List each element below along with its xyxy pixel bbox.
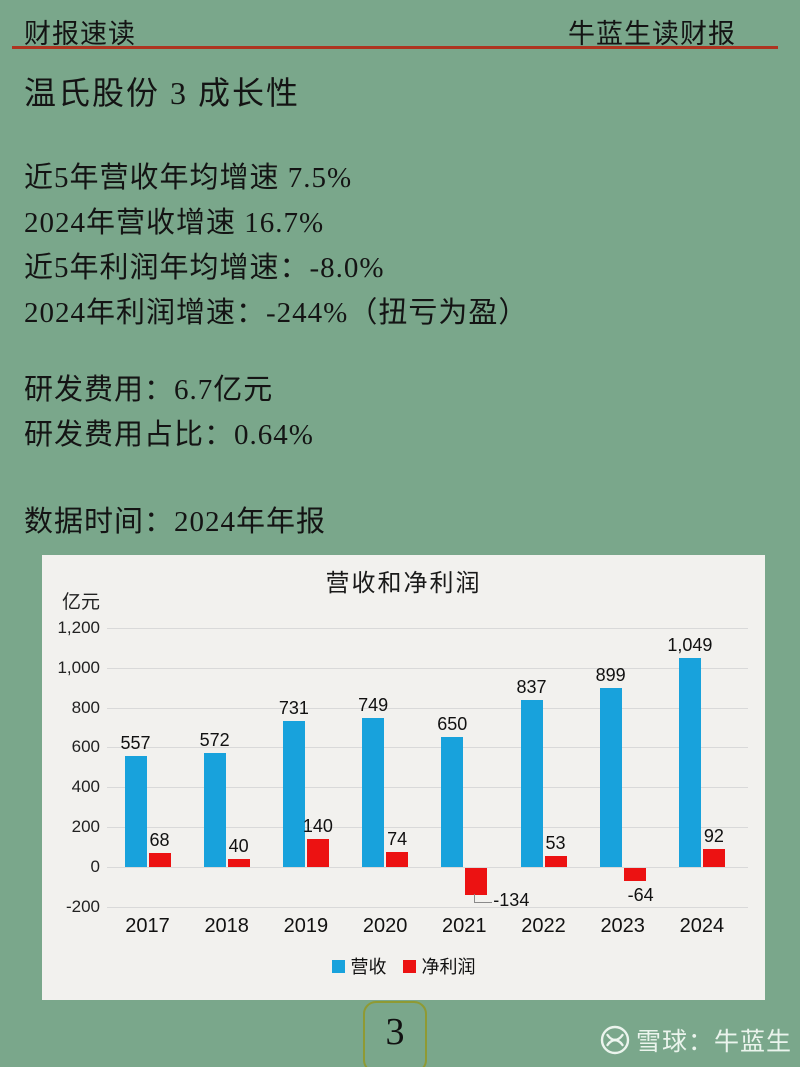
legend-swatch bbox=[331, 959, 345, 973]
chart-unit-label: 亿元 bbox=[62, 592, 101, 613]
net-profit-data-label: 140 bbox=[302, 816, 333, 837]
y-tick-label: 0 bbox=[90, 857, 100, 876]
y-tick-label: 200 bbox=[71, 817, 100, 837]
net-profit-bar bbox=[386, 852, 409, 867]
y-tick-label: 800 bbox=[71, 697, 100, 717]
net-profit-bar bbox=[702, 848, 725, 867]
x-axis-label: 2021 bbox=[442, 915, 487, 937]
data-label-leader-line bbox=[474, 893, 493, 903]
header-divider bbox=[12, 46, 778, 49]
net-profit-data-label: -64 bbox=[627, 884, 654, 905]
net-profit-bar bbox=[227, 859, 250, 867]
growth-stats-block: 近5年营收年均增速 7.5% 2024年营收增速 16.7% 近5年利润年均增速… bbox=[24, 156, 528, 336]
stat-line: 2024年利润增速：-244%（扭亏为盈） bbox=[24, 297, 529, 329]
net-profit-data-label: 68 bbox=[149, 830, 170, 851]
x-axis-label: 2023 bbox=[600, 915, 645, 937]
page-number-badge: 3 bbox=[363, 1001, 427, 1067]
net-profit-bar bbox=[623, 868, 646, 881]
revenue-profit-chart: 营收和净利润 亿元 1,200 1,000 800 600 400 200 0 -200 557… bbox=[42, 555, 765, 1000]
revenue-bar bbox=[282, 721, 305, 867]
revenue-bar bbox=[520, 700, 543, 867]
gridline bbox=[107, 667, 748, 669]
revenue-bar bbox=[599, 687, 622, 867]
legend-item-net-profit: 净利润 bbox=[402, 953, 476, 979]
net-profit-data-label: -134 bbox=[493, 889, 530, 910]
revenue-bar bbox=[441, 737, 464, 867]
legend-label: 净利润 bbox=[421, 957, 476, 977]
stat-line: 近5年营收年均增速 7.5% bbox=[24, 162, 353, 194]
net-profit-bar bbox=[544, 856, 567, 867]
gridline bbox=[107, 787, 748, 789]
y-tick-label: 400 bbox=[71, 777, 100, 797]
x-axis-label: 2020 bbox=[362, 915, 408, 937]
net-profit-bar bbox=[306, 839, 329, 867]
revenue-data-label: 1,049 bbox=[667, 634, 713, 655]
revenue-data-label: 899 bbox=[595, 664, 626, 685]
revenue-data-label: 557 bbox=[120, 732, 151, 753]
legend-label: 营收 bbox=[350, 957, 387, 977]
gridline bbox=[107, 827, 748, 829]
chart-legend: 营收 净利润 bbox=[42, 953, 765, 979]
y-tick-label: 600 bbox=[71, 737, 100, 757]
x-axis-label: 2018 bbox=[204, 915, 249, 937]
revenue-bar bbox=[124, 755, 147, 867]
header-left-label: 财报速读 bbox=[24, 19, 136, 49]
gridline bbox=[107, 747, 748, 749]
page-title: 温氏股份 3 成长性 bbox=[24, 75, 301, 111]
watermark-text: 雪球：牛蓝生 bbox=[635, 1028, 792, 1056]
stat-line: 2024年营收增速 16.7% bbox=[24, 207, 325, 239]
gridline bbox=[107, 627, 748, 629]
gridline bbox=[107, 906, 748, 908]
y-tick-label: 1,000 bbox=[57, 657, 100, 677]
x-axis-label: 2017 bbox=[125, 915, 170, 937]
net-profit-data-label: 40 bbox=[228, 836, 249, 857]
net-profit-bar bbox=[148, 853, 171, 867]
revenue-bar bbox=[678, 657, 701, 867]
rnd-line: 研发费用占比：0.64% bbox=[24, 419, 314, 451]
revenue-data-label: 749 bbox=[358, 694, 389, 715]
stat-line: 近5年利润年均增速：-8.0% bbox=[24, 252, 385, 284]
revenue-data-label: 837 bbox=[516, 677, 547, 698]
revenue-bar bbox=[362, 717, 385, 867]
gridline bbox=[107, 867, 748, 868]
watermark: 雪球：牛蓝生 bbox=[600, 1022, 792, 1058]
revenue-data-label: 572 bbox=[199, 730, 230, 750]
net-profit-data-label: 74 bbox=[387, 829, 408, 850]
header-right-label: 牛蓝生读财报 bbox=[568, 19, 736, 49]
rnd-line: 研发费用：6.7亿元 bbox=[24, 374, 274, 406]
x-axis-label: 2019 bbox=[283, 915, 329, 937]
y-tick-label: 1,200 bbox=[57, 617, 100, 637]
x-axis-label: 2024 bbox=[679, 915, 725, 937]
x-axis-label: 2022 bbox=[521, 915, 566, 937]
revenue-bar bbox=[203, 753, 226, 867]
net-profit-bar bbox=[465, 868, 488, 895]
revenue-data-label: 650 bbox=[437, 714, 468, 735]
data-time-line: 数据时间：2024年年报 bbox=[24, 506, 327, 538]
chart-title: 营收和净利润 bbox=[325, 570, 482, 597]
net-profit-data-label: 92 bbox=[703, 825, 724, 846]
xueqiu-snowball-icon bbox=[600, 1025, 630, 1055]
gridline bbox=[107, 707, 748, 709]
legend-item-revenue: 营收 bbox=[331, 953, 387, 979]
legend-swatch bbox=[402, 959, 416, 973]
rnd-stats-block: 研发费用：6.7亿元 研发费用占比：0.64% bbox=[24, 368, 314, 458]
y-tick-label: -200 bbox=[65, 896, 100, 916]
net-profit-data-label: 53 bbox=[545, 833, 566, 854]
revenue-data-label: 731 bbox=[278, 698, 309, 719]
